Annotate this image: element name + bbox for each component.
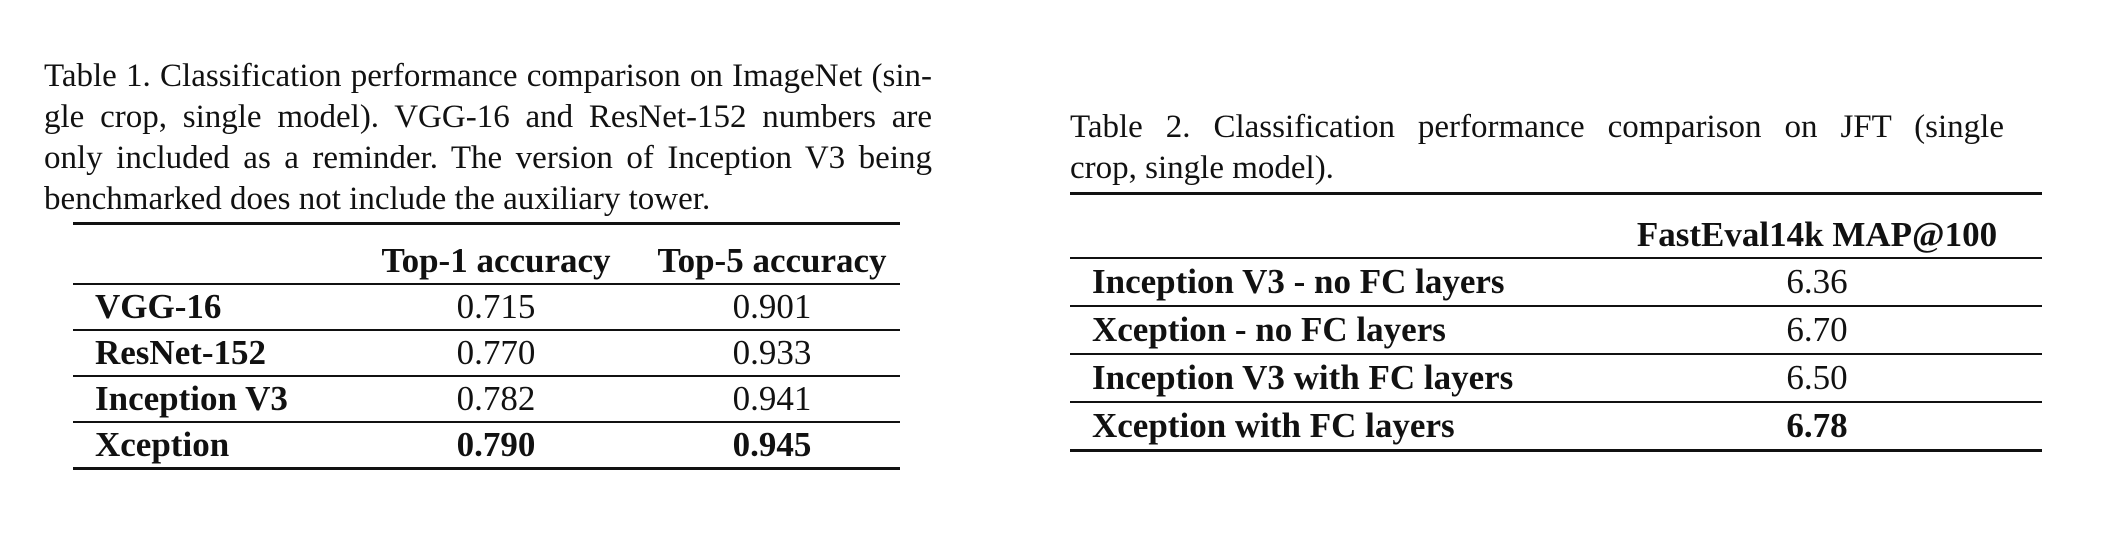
table-row: Xception with FC layers 6.78 [1070,402,2042,450]
table1-imagenet-results: Top-1 accuracy Top-5 accuracy VGG-16 0.7… [73,222,900,470]
top1-value: 0.715 [348,284,644,331]
top1-value: 0.782 [348,376,644,423]
top5-value: 0.901 [644,284,900,331]
table-row: Xception 0.790 0.945 [73,422,900,468]
table2-caption-line: crop, single model). [1070,150,1334,186]
model-name: Xception with FC layers [1092,405,1455,445]
top1-value: 0.790 [456,424,536,464]
top1-value: 0.770 [348,330,644,377]
table-row: Inception V3 - no FC layers 6.36 [1070,258,2042,307]
table1-caption-line: Table 1. Classification performance comp… [44,58,932,94]
table1-caption: Table 1. Classification performance comp… [44,56,932,220]
model-name: Inception V3 [73,376,348,423]
table2-header-map: FastEval14k MAP@100 [1592,193,2042,259]
map-value: 6.50 [1592,354,2042,403]
table2-caption-line: Table 2. Classification performance comp… [1070,109,2004,145]
map-value: 6.70 [1592,306,2042,355]
top5-value: 0.933 [644,330,900,377]
table2-header-empty [1070,193,1592,259]
table-row: Xception - no FC layers 6.70 [1070,306,2042,355]
model-name: Xception - no FC layers [1070,306,1592,355]
table1-header-top5: Top-5 accuracy [644,223,900,285]
table1-header-top1: Top-1 accuracy [348,223,644,285]
top5-value: 0.945 [732,424,812,464]
map-value: 6.78 [1786,405,1848,445]
model-name: Inception V3 with FC layers [1070,354,1592,403]
table-row: VGG-16 0.715 0.901 [73,284,900,331]
model-name: VGG-16 [73,284,348,331]
table2-jft-results: FastEval14k MAP@100 Inception V3 - no FC… [1070,192,2042,452]
table-row: ResNet-152 0.770 0.933 [73,330,900,377]
table1-caption-line: only included as a reminder. The version… [44,140,932,176]
table2-header-row: FastEval14k MAP@100 [1070,193,2042,259]
table1-header-row: Top-1 accuracy Top-5 accuracy [73,223,900,285]
model-name: Inception V3 - no FC layers [1070,258,1592,307]
table2-caption: Table 2. Classification performance comp… [1070,107,2004,189]
table-row: Inception V3 with FC layers 6.50 [1070,354,2042,403]
table1-header-empty [73,223,348,285]
map-value: 6.36 [1592,258,2042,307]
table-row: Inception V3 0.782 0.941 [73,376,900,423]
model-name: Xception [95,424,230,464]
model-name: ResNet-152 [73,330,348,377]
table1-caption-line: gle crop, single model). VGG-16 and ResN… [44,99,932,135]
top5-value: 0.941 [644,376,900,423]
table1-caption-line: benchmarked does not include the auxilia… [44,181,711,217]
